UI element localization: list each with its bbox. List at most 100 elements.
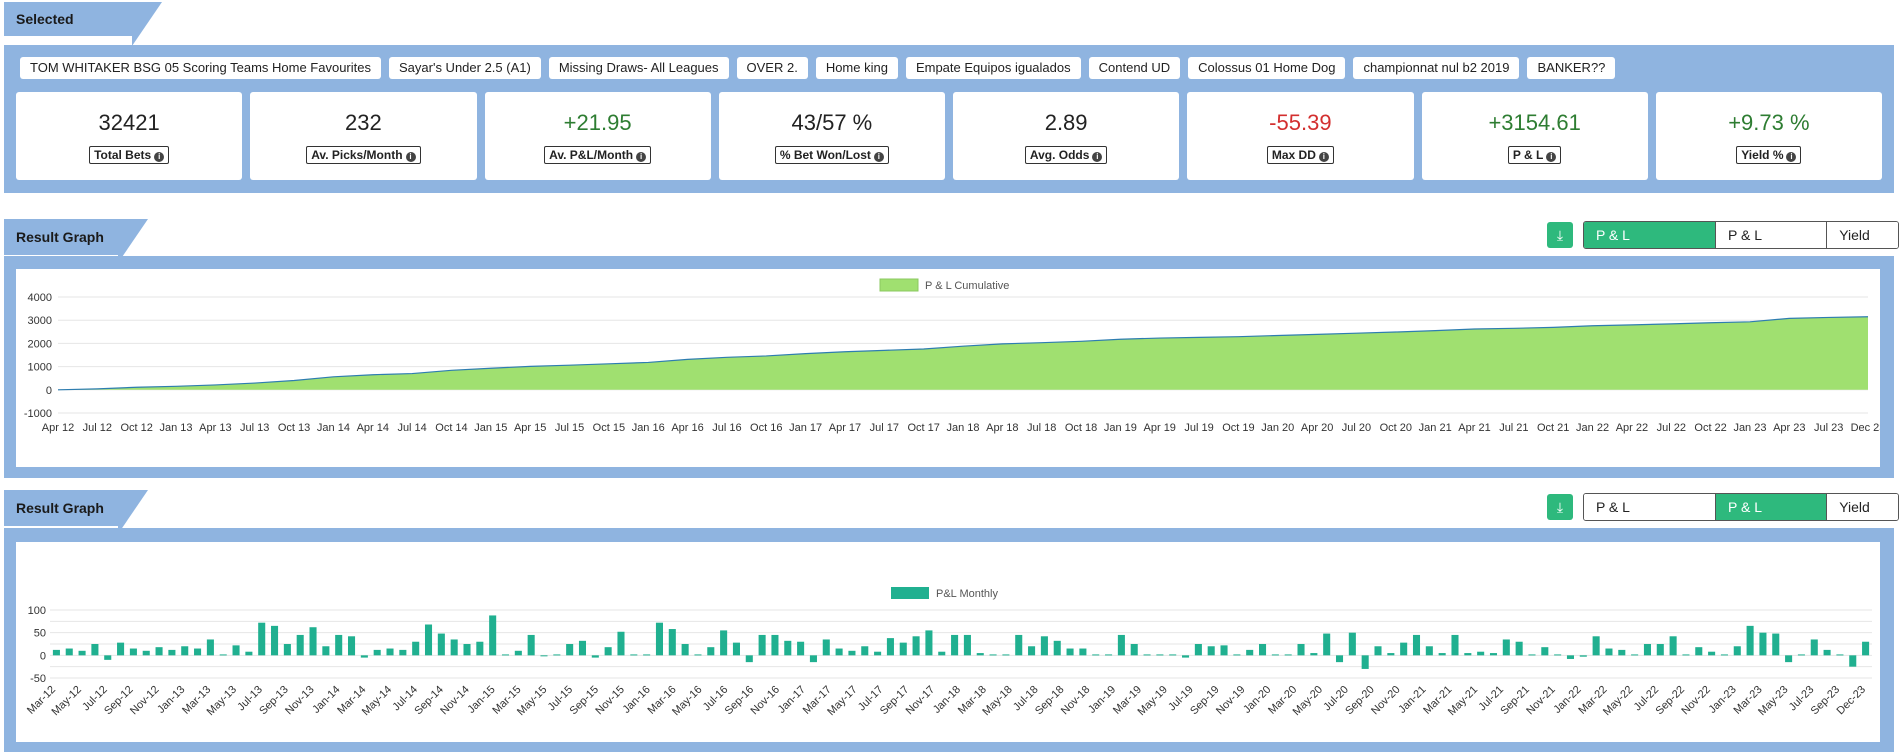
bar	[1720, 654, 1728, 656]
bar	[258, 622, 266, 656]
stat-label[interactable]: Total Bets i	[89, 146, 170, 164]
bar	[1772, 633, 1780, 656]
info-icon[interactable]: i	[873, 152, 884, 162]
stat-label[interactable]: Avg. Odds i	[1024, 146, 1108, 164]
bar	[566, 644, 574, 656]
bar	[578, 640, 587, 656]
bar	[1554, 654, 1562, 656]
cumulative-button[interactable]: P & L Cumulative	[1583, 494, 1716, 520]
bar	[912, 636, 920, 656]
download-icon[interactable]: ⤓	[1547, 494, 1573, 520]
cumulative-button[interactable]: P & L Cumulative	[1583, 222, 1716, 248]
y-tick-label: 50	[34, 628, 46, 640]
strategy-chip[interactable]: Home king	[815, 57, 898, 79]
strategy-chip[interactable]: Sayar's Under 2.5 (A1)	[389, 57, 541, 79]
bar	[617, 631, 625, 656]
x-tick-label: Jan 14	[317, 422, 350, 434]
area-fill	[58, 316, 1868, 390]
bar	[1605, 648, 1613, 656]
x-tick-label: Oct 15	[593, 422, 625, 434]
strategy-chip[interactable]: Colossus 01 Home Dog	[1188, 57, 1346, 79]
bar	[1579, 655, 1587, 657]
x-tick-label: Apr 19	[1144, 422, 1176, 434]
bar	[1335, 655, 1344, 663]
yield-button[interactable]: Yield %	[1826, 222, 1898, 248]
bar	[1040, 636, 1048, 656]
info-icon[interactable]: i	[1318, 152, 1329, 162]
info-icon[interactable]: i	[1546, 152, 1557, 162]
bar	[1169, 654, 1177, 656]
strategy-chip[interactable]: Missing Draws- All Leagues	[548, 57, 729, 79]
x-tick-label: Jan 15	[474, 422, 507, 434]
x-tick-label: Jan 23	[1733, 422, 1766, 434]
download-icon[interactable]: ⤓	[1547, 222, 1573, 248]
bar	[1618, 649, 1626, 656]
info-icon[interactable]: i	[1786, 152, 1797, 162]
bar	[194, 648, 202, 656]
x-tick-label: Apr 13	[199, 422, 231, 434]
stat-label[interactable]: Yield % i	[1736, 146, 1802, 164]
strategy-chip[interactable]: championnat nul b2 2019	[1353, 57, 1520, 79]
graph1-tab: Result Graph	[4, 219, 148, 263]
bar	[1541, 647, 1549, 656]
bar	[1143, 654, 1151, 656]
bar	[1643, 644, 1651, 656]
bar	[1489, 653, 1498, 656]
strategy-chip[interactable]: TOM WHITAKER BSG 05 Scoring Teams Home F…	[20, 57, 381, 79]
bar	[412, 641, 420, 656]
y-tick-label: 0	[40, 650, 46, 662]
bar	[271, 625, 279, 656]
bar	[1323, 633, 1331, 656]
x-tick-label: Jan 22	[1576, 422, 1609, 434]
strategy-chips: TOM WHITAKER BSG 05 Scoring Teams Home F…	[20, 57, 1616, 79]
stat-label[interactable]: % Bet Won/Lost i	[774, 146, 889, 164]
x-tick-label: Oct 21	[1537, 422, 1569, 434]
strategies-panel: TOM WHITAKER BSG 05 Scoring Teams Home F…	[4, 45, 1894, 193]
x-tick-label: Nov-12	[128, 684, 162, 718]
stat-label-text: % Bet Won/Lost	[779, 148, 871, 162]
bar	[309, 627, 317, 656]
info-icon[interactable]: i	[154, 152, 165, 162]
monthly-button[interactable]: P & L Monthly	[1715, 494, 1827, 520]
x-tick-label: Oct 13	[278, 422, 310, 434]
graph1-title: Result Graph	[16, 229, 104, 245]
monthly-button[interactable]: P & L Monthly	[1715, 222, 1827, 248]
strategy-chip[interactable]: Empate Equipos igualados	[905, 57, 1081, 79]
stat-label[interactable]: Av. P&L/Month i	[544, 146, 652, 164]
x-tick-label: Nov-17	[904, 684, 938, 718]
bar	[91, 644, 99, 656]
stat-label[interactable]: Av. Picks/Month i	[306, 146, 421, 164]
graph2-tab: Result Graph	[4, 490, 148, 534]
bar	[1066, 648, 1074, 656]
info-icon[interactable]: i	[1092, 152, 1103, 162]
strategy-chip[interactable]: BANKER??	[1527, 57, 1616, 79]
x-tick-label: Jan 19	[1104, 422, 1137, 434]
bar	[707, 647, 715, 656]
bar	[1528, 654, 1536, 656]
bar	[938, 651, 946, 656]
info-icon[interactable]: i	[405, 152, 416, 162]
bar	[1810, 639, 1818, 656]
stat-label-text: Av. Picks/Month	[311, 148, 403, 162]
x-tick-label: Jan 21	[1419, 422, 1452, 434]
bar	[835, 648, 843, 656]
bar	[1451, 634, 1459, 656]
stat-label[interactable]: Max DD i	[1266, 146, 1334, 164]
strategy-chip[interactable]: Contend UD	[1088, 57, 1181, 79]
x-tick-label: Nov-16	[749, 684, 783, 718]
bar	[732, 642, 740, 656]
bar	[1759, 632, 1767, 656]
bar	[1028, 646, 1036, 656]
strategy-chip[interactable]: OVER 2.	[736, 57, 808, 79]
yield-button[interactable]: Yield %	[1826, 494, 1898, 520]
info-icon[interactable]: i	[636, 152, 647, 162]
x-tick-label: Oct 18	[1065, 422, 1097, 434]
x-tick-label: Apr 14	[357, 422, 389, 434]
y-tick-label: 100	[28, 605, 46, 617]
x-tick-label: Oct 20	[1380, 422, 1412, 434]
bar	[1348, 632, 1356, 656]
bar	[1105, 654, 1113, 656]
graph2-chart-area: P&L Monthly -50 0 50 100 Mar-12 May-12 Jul-12 Se…	[16, 542, 1880, 742]
bar	[1746, 625, 1754, 656]
